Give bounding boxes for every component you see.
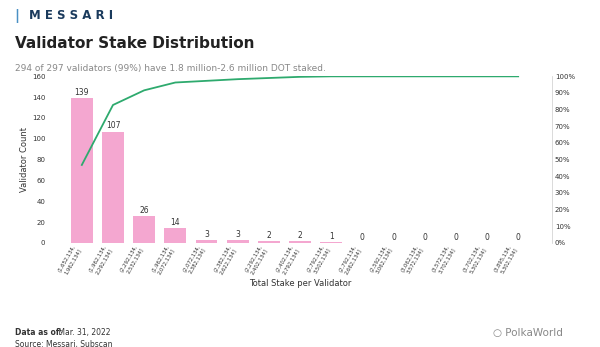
Bar [133, 216, 155, 243]
Text: Data as of:: Data as of: [15, 328, 62, 337]
Bar [227, 240, 248, 243]
Text: 26: 26 [139, 206, 149, 215]
Text: M E S S A R I: M E S S A R I [29, 9, 113, 22]
Text: 3: 3 [235, 230, 240, 239]
Bar [196, 240, 217, 243]
Text: Source: Messari, Subscan: Source: Messari, Subscan [15, 340, 113, 347]
Bar [320, 242, 342, 243]
Text: 0: 0 [360, 234, 365, 243]
Text: ○ PolkaWorld: ○ PolkaWorld [493, 328, 563, 338]
Bar [258, 241, 280, 243]
Text: Mar. 31, 2022: Mar. 31, 2022 [56, 328, 110, 337]
Text: 0: 0 [454, 234, 458, 243]
Bar [102, 132, 124, 243]
Text: 0: 0 [485, 234, 490, 243]
Bar [289, 241, 311, 243]
Text: 294 of 297 validators (99%) have 1.8 million-2.6 million DOT staked.: 294 of 297 validators (99%) have 1.8 mil… [15, 64, 326, 73]
Bar [71, 98, 93, 243]
Bar [164, 228, 186, 243]
Text: 0: 0 [391, 234, 396, 243]
Text: 2: 2 [266, 231, 271, 240]
Text: 2: 2 [298, 231, 302, 240]
Text: 14: 14 [170, 218, 180, 227]
Text: 3: 3 [204, 230, 209, 239]
Text: 107: 107 [106, 121, 120, 130]
Text: Validator Stake Distribution: Validator Stake Distribution [15, 36, 254, 51]
X-axis label: Total Stake per Validator: Total Stake per Validator [249, 279, 351, 288]
Text: 0: 0 [516, 234, 521, 243]
Text: |: | [15, 9, 25, 23]
Text: 0: 0 [422, 234, 427, 243]
Text: 139: 139 [74, 88, 89, 97]
Y-axis label: Validator Count: Validator Count [20, 127, 29, 192]
Text: 1: 1 [329, 232, 334, 241]
